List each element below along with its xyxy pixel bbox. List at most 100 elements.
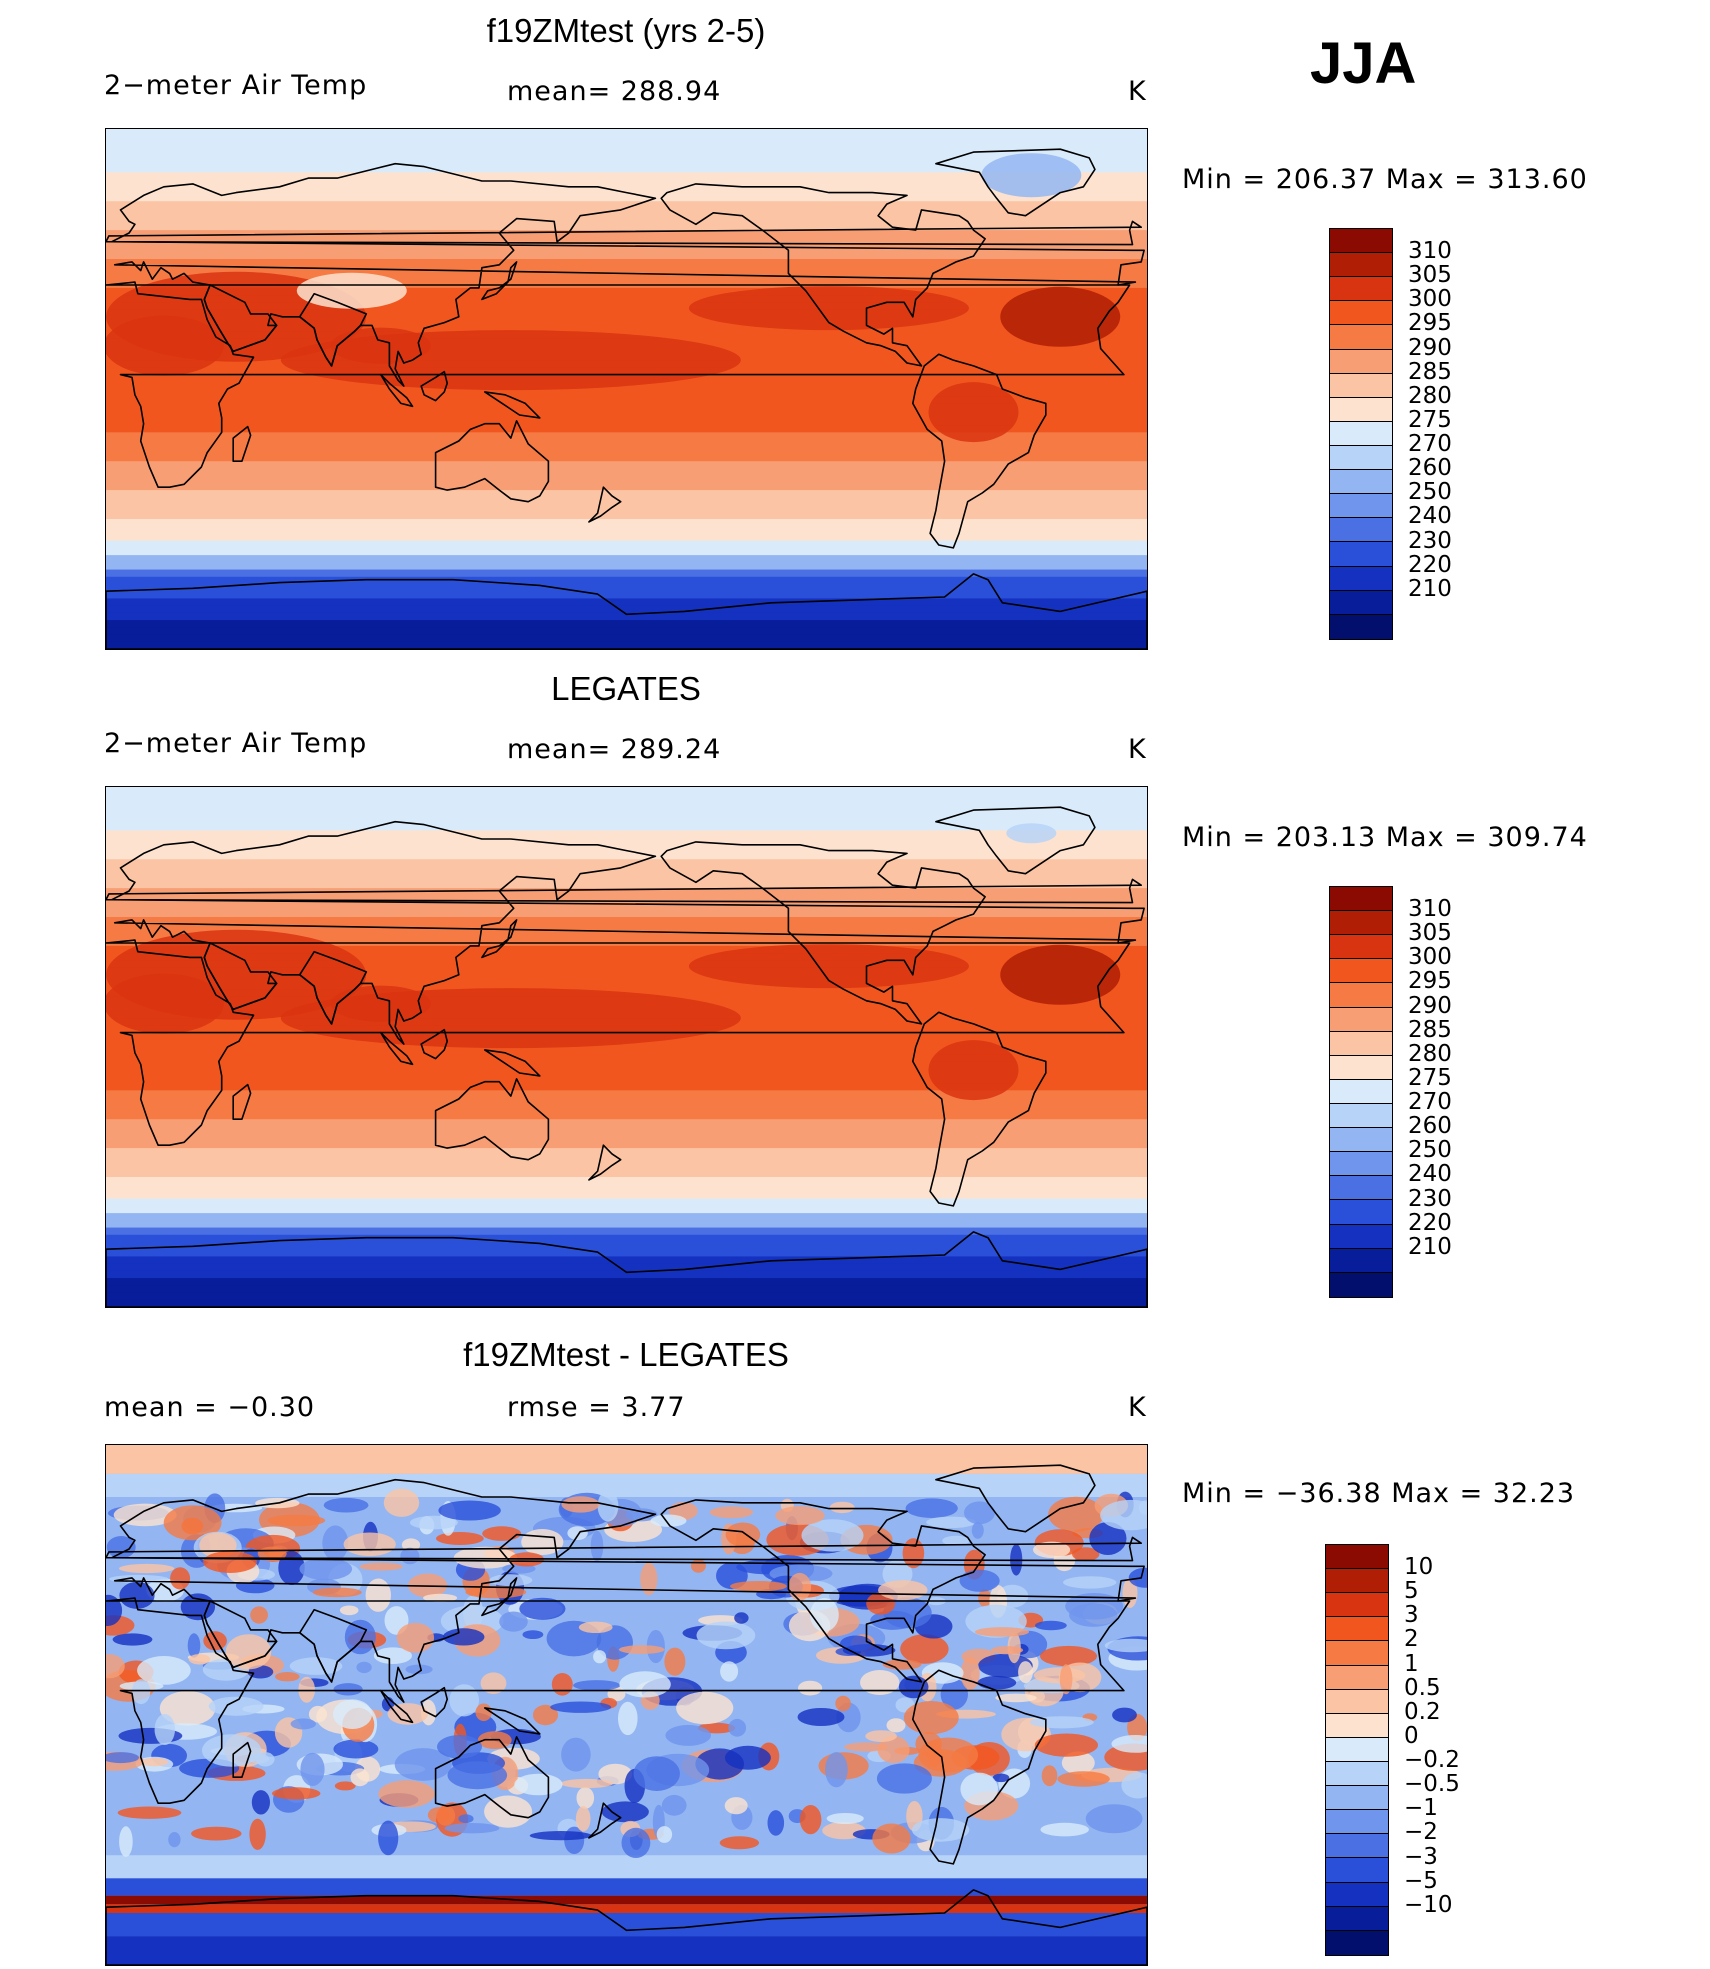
temperature-band — [106, 815, 1147, 824]
colorbar-swatch — [1330, 911, 1392, 936]
difference-patch — [865, 1730, 897, 1742]
temperature-band — [106, 511, 1147, 520]
temperature-band — [106, 504, 1147, 513]
difference-patch — [788, 1572, 812, 1601]
panel-2-map — [105, 786, 1148, 1308]
coastline — [434, 1735, 550, 1819]
temperature-band — [106, 1256, 1147, 1265]
panel-3-title: f19ZMtest - LEGATES — [463, 1336, 789, 1373]
difference-patch — [141, 1757, 169, 1767]
panel-3-map — [105, 1444, 1148, 1966]
temperature-band — [106, 1177, 1147, 1185]
difference-patch — [522, 1630, 544, 1639]
colorbar-swatch — [1330, 1103, 1392, 1129]
temperature-band — [106, 844, 1147, 853]
difference-patch — [575, 1806, 591, 1832]
difference-patch — [247, 1753, 270, 1764]
colorbar-swatch — [1326, 1569, 1388, 1594]
coastline — [588, 1144, 622, 1181]
temperature-band — [106, 179, 1147, 188]
colorbar-tick-label: 220 — [1408, 551, 1452, 578]
coastline — [911, 1669, 1047, 1865]
temperature-band — [106, 1191, 1147, 1200]
colorbar-swatch — [1330, 397, 1392, 422]
colorbar-tick-label: 270 — [1408, 431, 1452, 458]
temperature-band — [106, 425, 1147, 433]
difference-patch — [1034, 1733, 1098, 1757]
colorbar-swatch — [1330, 959, 1392, 984]
temperature-band — [106, 1234, 1147, 1243]
difference-patch — [992, 1773, 1010, 1783]
colorbar-swatch — [1326, 1834, 1388, 1859]
difference-patch — [590, 1530, 604, 1562]
difference-patch — [618, 1645, 665, 1654]
coastline — [483, 391, 541, 419]
difference-patch — [990, 1646, 1024, 1655]
temperature-band — [106, 1162, 1147, 1171]
colorbar-swatch — [1330, 373, 1392, 398]
difference-patch — [396, 1622, 435, 1653]
coastline — [232, 1083, 252, 1121]
temperature-band — [106, 612, 1147, 621]
temperature-band — [106, 620, 1147, 628]
difference-patch — [499, 1611, 528, 1632]
coastline — [483, 1707, 541, 1735]
difference-patch — [519, 1597, 566, 1620]
difference-patch — [333, 1683, 363, 1696]
difference-patch — [560, 1778, 613, 1789]
difference-patch — [844, 1742, 889, 1752]
coastline — [935, 1464, 1096, 1533]
colorbar-tick-label: 290 — [1408, 992, 1452, 1019]
difference-patch — [489, 1574, 533, 1587]
panel-2-title: LEGATES — [551, 670, 701, 707]
temperature-band — [106, 1270, 1147, 1279]
panel-1-variable-label: 2−meter Air Temp — [104, 70, 368, 101]
warm-anomaly-region — [981, 153, 1082, 198]
difference-patch — [959, 1569, 1000, 1592]
temperature-band — [106, 880, 1147, 889]
difference-patch — [1059, 1664, 1073, 1695]
difference-patch — [860, 1670, 900, 1695]
coastline — [203, 942, 278, 1011]
colorbar-swatch — [1330, 494, 1392, 519]
difference-patch — [482, 1526, 522, 1541]
temperature-band — [106, 1205, 1147, 1214]
colorbar-swatch — [1330, 229, 1392, 254]
temperature-band — [106, 634, 1147, 643]
colorbar-swatch — [1330, 1200, 1392, 1225]
difference-patch — [251, 1790, 270, 1815]
difference-patch — [1072, 1547, 1100, 1562]
temperature-band — [106, 497, 1147, 506]
difference-patch — [911, 1818, 970, 1842]
difference-patch — [168, 1832, 181, 1848]
difference-patch — [106, 1752, 139, 1764]
difference-patch — [578, 1621, 613, 1633]
difference-patch — [661, 1794, 687, 1816]
colorbar-tick-label: 240 — [1408, 1161, 1452, 1188]
panel-1-map — [105, 128, 1148, 650]
colorbar-swatch — [1326, 1617, 1388, 1642]
temperature-band — [106, 953, 1147, 961]
coastline — [232, 425, 252, 463]
warm-anomaly-region — [106, 973, 224, 1034]
temperature-band — [106, 454, 1147, 462]
colorbar-swatch — [1326, 1689, 1388, 1714]
difference-patch — [799, 1805, 822, 1835]
difference-patch — [1057, 1771, 1110, 1787]
temperature-band — [106, 237, 1147, 246]
warm-anomaly-region — [1006, 823, 1057, 844]
coastline — [660, 1499, 986, 1683]
warm-anomaly-region — [688, 944, 969, 989]
colorbar-tick-label: −5 — [1404, 1867, 1438, 1894]
difference-band — [106, 1878, 1147, 1896]
temperature-band — [106, 917, 1147, 925]
temperature-band — [106, 389, 1147, 397]
panel-1-title: f19ZMtest (yrs 2-5) — [486, 12, 766, 49]
temperature-band — [106, 1292, 1147, 1301]
temperature-band — [106, 1263, 1147, 1272]
difference-patch — [971, 1522, 984, 1539]
temperature-band — [106, 1227, 1147, 1236]
difference-patch — [898, 1675, 929, 1699]
temperature-band — [106, 1148, 1147, 1156]
temperature-band — [106, 837, 1147, 846]
